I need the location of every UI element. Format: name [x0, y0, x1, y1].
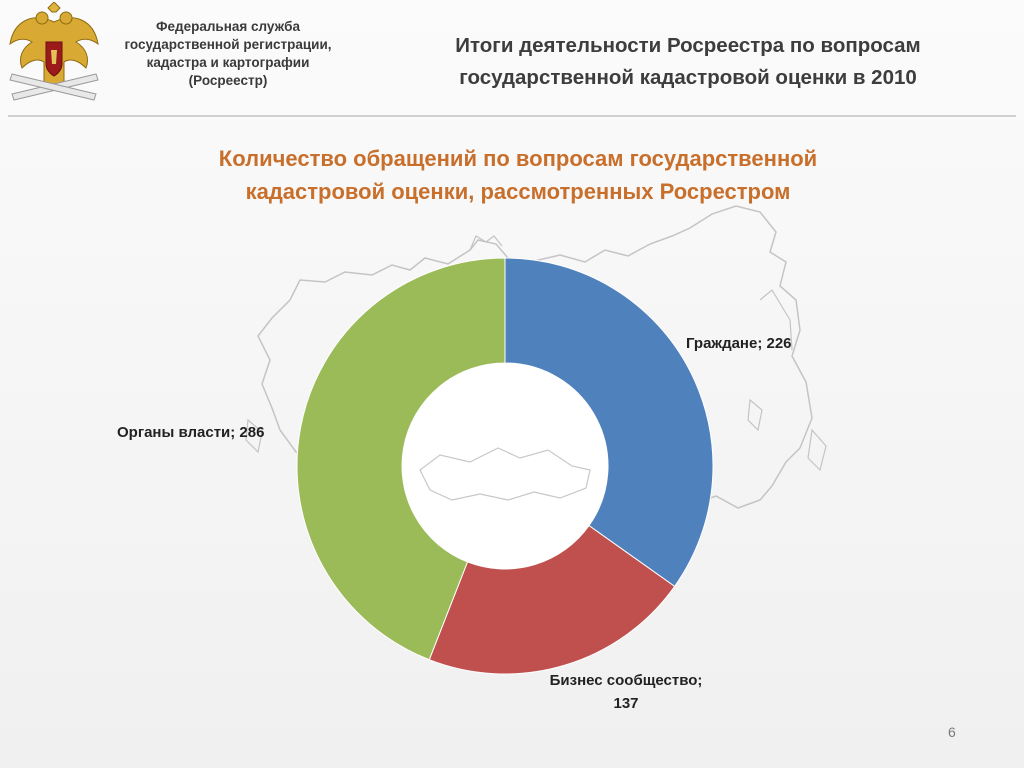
slice-label-citizens: Граждане; 226	[686, 335, 792, 352]
org-line: Федеральная служба	[155, 19, 301, 34]
header-divider	[8, 115, 1016, 117]
map-fragment-in-hole	[419, 447, 591, 501]
chart-title-line: кадастровой оценки, рассмотренных Росрес…	[245, 179, 791, 204]
chart-title-line: Количество обращений по вопросам государ…	[218, 146, 818, 171]
slice-label-authorities: Органы власти; 286	[117, 424, 265, 441]
org-line: кадастра и картографии	[146, 55, 310, 70]
page-number: 6	[948, 724, 956, 740]
donut-hole	[402, 363, 608, 569]
slide-title-line: государственной кадастровой оценки в 201…	[459, 66, 917, 89]
slide-title-line: Итоги деятельности Росреестра по вопроса…	[455, 34, 921, 57]
slice-label-business-line: Бизнес сообщество;	[549, 672, 703, 689]
chart-title: Количество обращений по вопросам государ…	[100, 142, 936, 208]
org-line: (Росреестр)	[188, 73, 268, 88]
org-line: государственной регистрации,	[124, 37, 332, 52]
slice-label-business: Бизнес сообщество; 137	[541, 669, 711, 715]
double-headed-eagle-emblem-icon	[9, 2, 99, 101]
slide-title: Итоги деятельности Росреестра по вопроса…	[408, 30, 968, 94]
slice-label-business-line: 137	[613, 695, 639, 712]
organization-name: Федеральная служба государственной регис…	[104, 18, 352, 90]
